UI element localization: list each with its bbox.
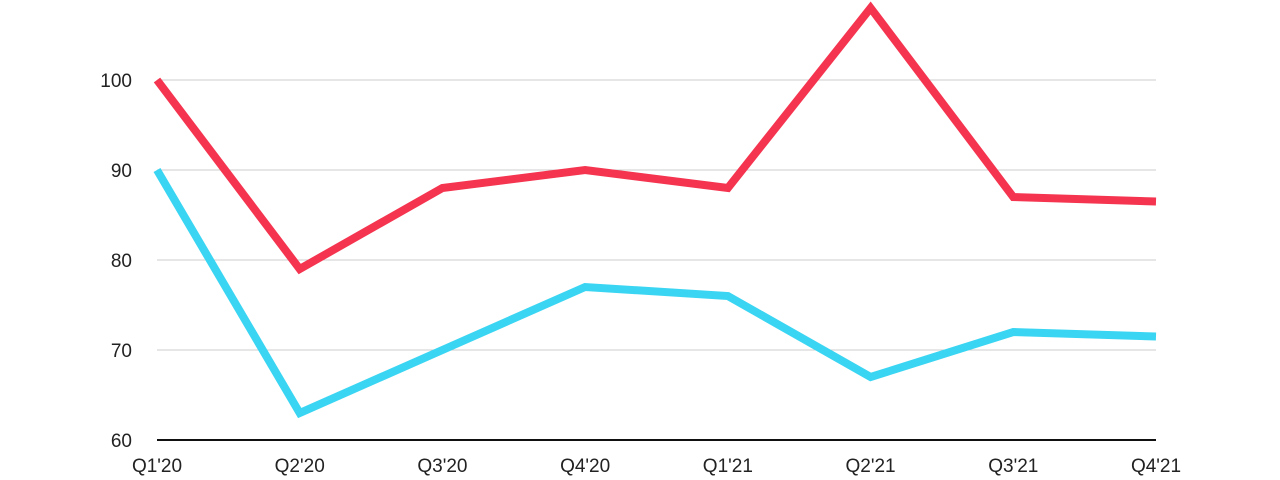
- y-tick-label: 80: [111, 251, 132, 272]
- x-tick-label: Q1'21: [703, 456, 753, 477]
- gridlines: [157, 79, 1156, 351]
- y-tick-label: 70: [111, 341, 132, 362]
- series-line-2: [153, 167, 1157, 419]
- x-tick-label: Q3'21: [988, 456, 1038, 477]
- x-tick-label: Q2'20: [275, 456, 325, 477]
- x-tick-label: Q2'21: [846, 456, 896, 477]
- x-axis-tick-labels: Q1'20 Q2'20 Q3'20 Q4'20 Q1'21 Q2'21 Q3'21 Q4'21: [132, 456, 1181, 477]
- x-tick-label: Q4'20: [560, 456, 610, 477]
- y-tick-label: 60: [111, 431, 132, 452]
- x-tick-label: Q1'20: [132, 456, 182, 477]
- series-line-1: [153, 1, 1157, 275]
- x-tick-label: Q3'20: [417, 456, 467, 477]
- y-axis-tick-labels: 60 70 80 90 100: [100, 71, 132, 452]
- x-tick-label: Q4'21: [1131, 456, 1181, 477]
- y-tick-label: 90: [111, 161, 132, 182]
- series-lines: [153, 1, 1157, 419]
- y-tick-label: 100: [100, 71, 132, 92]
